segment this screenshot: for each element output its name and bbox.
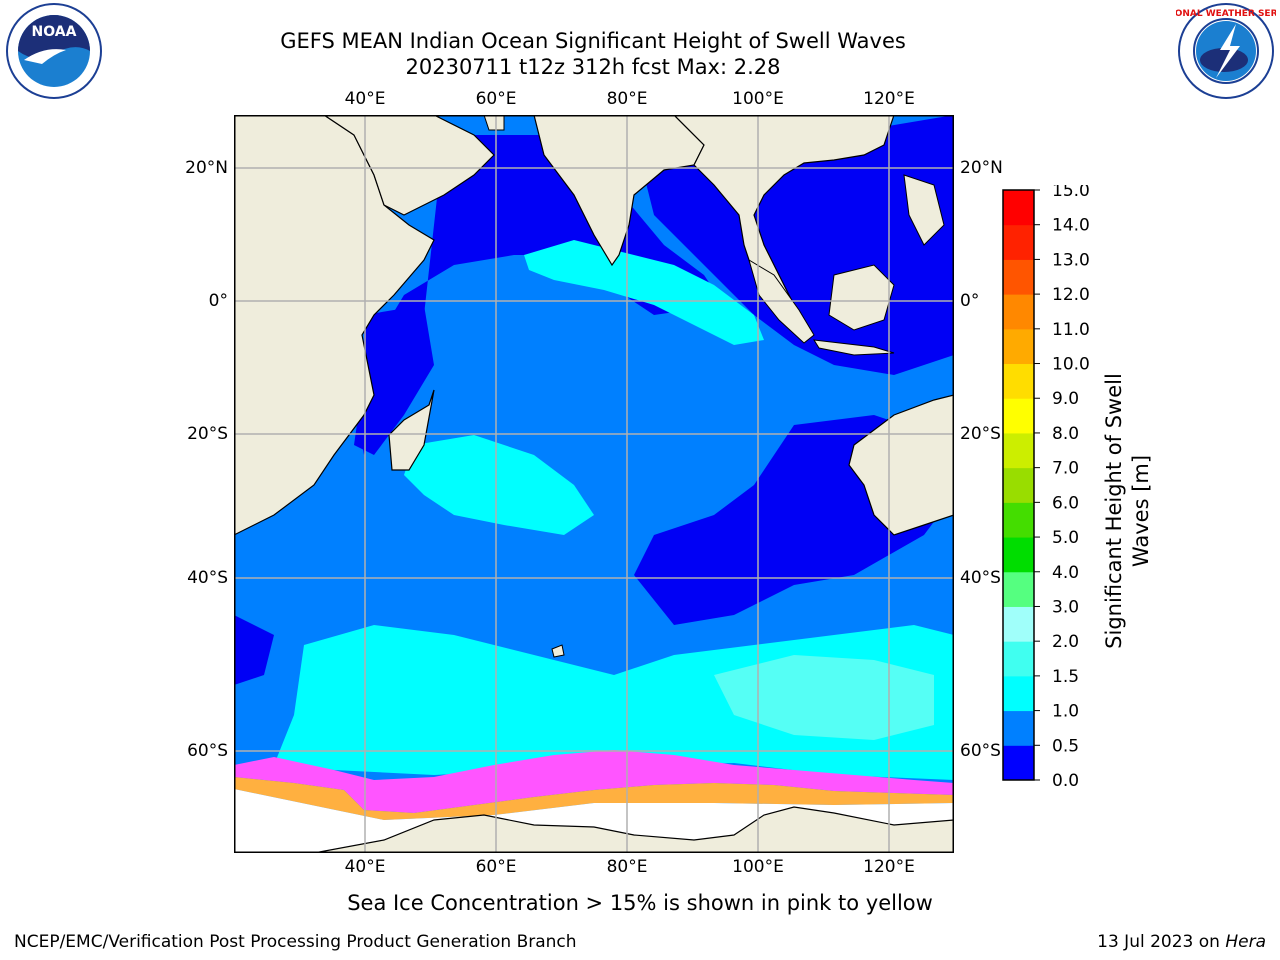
- footer-credit: NCEP/EMC/Verification Post Processing Pr…: [14, 932, 577, 952]
- land-madagascar: [388, 389, 435, 471]
- sea-ice-caption: Sea Ice Concentration > 15% is shown in …: [347, 891, 933, 915]
- colorbar: 0.0 0.5 1.0 1.5 2.0 3.0 4.0 5.0 6.0 7.0 8.0 9.0 10.0…: [1002, 185, 1090, 790]
- colorbar-tick-label: 8.0: [1052, 424, 1079, 444]
- sea-ice-edge: [234, 777, 954, 820]
- colorbar-swatch: [1003, 294, 1034, 330]
- colorbar-tick-label: 0.0: [1052, 771, 1079, 790]
- low-swell-arabian-sea: [354, 135, 724, 455]
- lon-label-top-60e: 60°E: [475, 89, 517, 109]
- colorbar-swatch: [1003, 537, 1034, 573]
- land-java: [813, 339, 895, 356]
- lon-label-bottom-120e: 120°E: [863, 857, 915, 877]
- colorbar-tick-label: 11.0: [1052, 320, 1090, 340]
- noaa-logo-text: NOAA: [32, 24, 77, 40]
- lon-label-bottom-40e: 40°E: [344, 857, 386, 877]
- footer-date-text: 13 Jul 2023 on: [1097, 932, 1226, 952]
- sea-ice-band: [234, 750, 954, 813]
- colorbar-tick-label: 3.0: [1052, 597, 1079, 617]
- gridlines: [234, 115, 954, 853]
- swell-south-central: [404, 435, 594, 535]
- colorbar-tick-label: 6.0: [1052, 493, 1079, 513]
- colorbar-tick-label: 1.0: [1052, 702, 1079, 722]
- colorbar-tick-label: 12.0: [1052, 285, 1090, 305]
- land-kerguelen: [551, 644, 565, 658]
- colorbar-swatch: [1003, 259, 1034, 295]
- colorbar-swatch: [1003, 363, 1034, 399]
- colorbar-swatch: [1003, 502, 1034, 538]
- footer-date: 13 Jul 2023 on Hera: [1097, 932, 1266, 952]
- lon-label-bottom-60e: 60°E: [475, 857, 517, 877]
- chart-title: GEFS MEAN Indian Ocean Significant Heigh…: [280, 29, 906, 53]
- colorbar-title: Significant Height of Swell Waves [m]: [1102, 373, 1153, 649]
- land-philippines: [903, 174, 945, 246]
- lat-label-left-60s: 60°S: [187, 741, 228, 761]
- colorbar-tick-label: 14.0: [1052, 216, 1090, 236]
- land-australia: [848, 394, 954, 536]
- land-iran: [483, 115, 505, 131]
- lat-label-right-20s: 20°S: [960, 424, 1001, 444]
- lat-label-right-60s: 60°S: [960, 741, 1001, 761]
- colorbar-tick-label: 9.0: [1052, 389, 1079, 409]
- colorbar-swatch: [1003, 606, 1034, 642]
- lat-label-right-0: 0°: [960, 291, 980, 311]
- map-frame: [234, 115, 954, 853]
- land-antarctica: [234, 806, 954, 853]
- noaa-logo: NOAA: [6, 3, 102, 99]
- colorbar-swatch: [1003, 328, 1034, 365]
- footer-host: Hera: [1225, 932, 1266, 952]
- colorbar-swatch: [1003, 432, 1034, 469]
- lat-label-right-20n: 20°N: [960, 158, 1003, 178]
- colorbar-swatch: [1003, 745, 1034, 781]
- nws-logo-text: NATIONAL WEATHER SERVICE: [1176, 9, 1276, 19]
- colorbar-swatch: [1003, 190, 1034, 226]
- colorbar-tick-label: 1.5: [1052, 667, 1079, 687]
- land-arabia: [322, 115, 495, 216]
- swell-height-map: [234, 115, 954, 853]
- colorbar-swatch: [1003, 571, 1034, 607]
- lat-label-left-0: 0°: [208, 291, 228, 311]
- colorbar-tick-label: 13.0: [1052, 250, 1090, 270]
- lon-label-top-100e: 100°E: [732, 89, 784, 109]
- lat-label-left-20s: 20°S: [187, 424, 228, 444]
- low-swell-south-west: [234, 615, 274, 685]
- colorbar-swatch: [1003, 675, 1034, 712]
- colorbar-tick-label: 0.5: [1052, 736, 1079, 756]
- lon-label-bottom-80e: 80°E: [606, 857, 648, 877]
- lat-label-left-20n: 20°N: [185, 158, 228, 178]
- colorbar-swatch: [1003, 224, 1034, 260]
- colorbar-tick-label: 2.0: [1052, 632, 1079, 652]
- lon-label-top-80e: 80°E: [606, 89, 648, 109]
- colorbar-tick-label: 5.0: [1052, 528, 1079, 548]
- colorbar-swatch: [1003, 467, 1034, 503]
- colorbar-tick-label: 7.0: [1052, 459, 1079, 479]
- nws-logo: NATIONAL WEATHER SERVICE: [1176, 3, 1276, 99]
- lon-label-bottom-100e: 100°E: [732, 857, 784, 877]
- colorbar-swatch: [1003, 710, 1034, 746]
- colorbar-tick-label: 4.0: [1052, 563, 1079, 583]
- swell-equatorial-band: [524, 240, 764, 345]
- colorbar-tick-label: 15.0: [1052, 185, 1090, 201]
- lat-label-right-40s: 40°S: [960, 568, 1001, 588]
- colorbar-tick-label: 10.0: [1052, 355, 1090, 375]
- lat-label-left-40s: 40°S: [187, 568, 228, 588]
- colorbar-swatch: [1003, 398, 1034, 434]
- swell-peak-southern: [714, 655, 934, 740]
- lon-label-top-120e: 120°E: [863, 89, 915, 109]
- low-swell-mozambique: [354, 305, 434, 455]
- lon-label-top-40e: 40°E: [344, 89, 386, 109]
- chart-subtitle: 20230711 t12z 312h fcst Max: 2.28: [405, 55, 781, 79]
- colorbar-swatch: [1003, 641, 1034, 677]
- land-borneo: [828, 264, 895, 331]
